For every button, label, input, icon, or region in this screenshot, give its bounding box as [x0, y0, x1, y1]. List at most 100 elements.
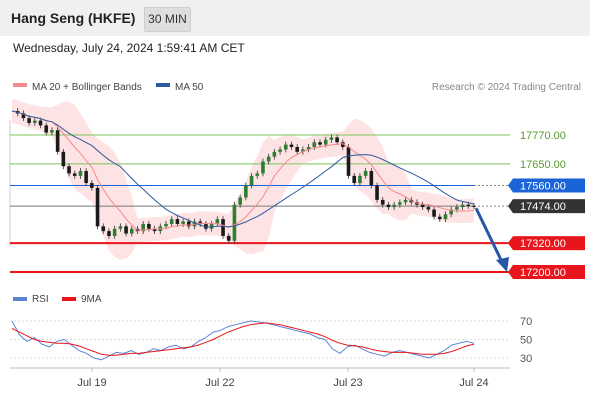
price-series: [15, 108, 476, 244]
candle-body: [181, 221, 185, 224]
candle-body: [209, 223, 214, 229]
projection-arrow: [474, 207, 509, 272]
rsi-tick-label: 50: [520, 335, 532, 347]
candle-body: [266, 156, 271, 162]
projection-arrow-shaft: [474, 207, 505, 265]
level-label-box: [513, 236, 585, 251]
candle-body: [27, 118, 31, 123]
candle-body: [335, 137, 339, 143]
candle-body: [226, 235, 231, 241]
candle-body: [301, 149, 305, 152]
candle-body: [272, 151, 277, 157]
rsi-ma-legend-swatch: [62, 297, 76, 301]
candle-body: [141, 223, 145, 232]
candle-body: [90, 183, 94, 188]
candle-body: [352, 175, 357, 184]
time-tick-label: Jul 22: [205, 377, 234, 389]
candle-body: [129, 228, 134, 234]
level-label-text: 17770.00: [520, 130, 566, 142]
candle-body: [118, 226, 123, 229]
candle-body: [21, 113, 26, 119]
ma50-legend-label: MA 50: [175, 82, 204, 93]
candle-body: [101, 226, 106, 232]
rsi-tick-label: 70: [520, 316, 532, 328]
candle-body: [306, 147, 311, 150]
instrument-title: Hang Seng (HKFE): [11, 10, 136, 26]
candle-body: [289, 144, 294, 148]
ma20-line: [11, 110, 475, 231]
rsi-ma-line: [11, 322, 475, 356]
candle-body: [420, 204, 425, 208]
rsi-line: [11, 320, 475, 361]
level-label-text: 17320.00: [520, 238, 566, 250]
candle-body: [78, 171, 83, 176]
time-tick-label: Jul 19: [77, 377, 106, 389]
candle-body: [215, 219, 220, 224]
candle-body: [295, 147, 299, 152]
level-label-box: [513, 265, 585, 279]
moving-averages: [11, 110, 475, 231]
candle-body: [67, 166, 71, 174]
candle-body: [249, 175, 254, 186]
candle-body: [244, 185, 248, 198]
level-label-text: 17650.00: [520, 159, 566, 171]
price-levels: [10, 134, 510, 273]
candle-body: [38, 120, 43, 126]
candle-body: [44, 125, 49, 133]
candle-body: [432, 209, 436, 217]
bollinger-legend-swatch: [13, 83, 27, 87]
level-label-box: [513, 178, 585, 193]
level-label-pointer: [508, 178, 513, 193]
candle-body: [187, 221, 191, 227]
level-label-text: 17560.00: [520, 180, 566, 192]
candle-body: [164, 223, 168, 227]
projection-arrowhead: [496, 257, 509, 272]
level-label-pointer: [508, 236, 513, 251]
level-label-text: 17474.00: [520, 201, 566, 213]
candle-body: [50, 130, 54, 133]
bollinger-band-area: [12, 98, 474, 260]
candle-body: [147, 223, 151, 229]
candle-body: [398, 202, 402, 205]
level-label-text: 17200.00: [520, 267, 566, 279]
interval-button[interactable]: 30 MIN: [144, 7, 191, 32]
candle-body: [472, 205, 476, 207]
time-tick-label: Jul 23: [333, 377, 362, 389]
level-label-pointer: [508, 199, 513, 214]
chart-datetime: Wednesday, July 24, 2024 1:59:41 AM CET: [13, 41, 245, 55]
candle-body: [95, 187, 100, 227]
candle-body: [380, 199, 385, 205]
candle-body: [278, 149, 282, 152]
bollinger-legend-label: MA 20 + Bollinger Bands: [32, 82, 142, 93]
candle-body: [346, 147, 351, 176]
candle-body: [72, 173, 77, 176]
rsi-tick-label: 30: [520, 353, 532, 365]
candle-body: [198, 221, 203, 224]
candle-body: [329, 137, 334, 140]
candle-body: [152, 228, 157, 232]
candle-body: [312, 142, 317, 148]
candle-body: [175, 219, 180, 224]
candle-body: [204, 223, 208, 229]
time-axis-labels: Jul 19 Jul 22 Jul 23 Jul 24: [77, 368, 489, 389]
candle-body: [426, 207, 431, 210]
ma50-line: [11, 110, 475, 228]
time-tick-label: Jul 24: [459, 377, 488, 389]
candle-body: [375, 185, 379, 200]
candle-body: [443, 214, 448, 220]
rsi-panel: 70 50 30: [10, 316, 532, 365]
candle-body: [124, 226, 128, 234]
candle-body: [255, 173, 260, 176]
candle-body: [318, 142, 322, 145]
candle-body: [283, 144, 288, 150]
candle-body: [460, 204, 465, 208]
ma50-legend-swatch: [156, 83, 170, 87]
candle-body: [55, 130, 60, 152]
candle-body: [341, 142, 345, 148]
title-bar: Hang Seng (HKFE) 30 MIN: [0, 0, 590, 36]
candle-body: [221, 219, 225, 236]
candle-body: [358, 175, 362, 184]
rsi-legend-label: RSI: [32, 294, 49, 305]
candle-body: [363, 171, 368, 176]
candle-body: [61, 151, 66, 167]
